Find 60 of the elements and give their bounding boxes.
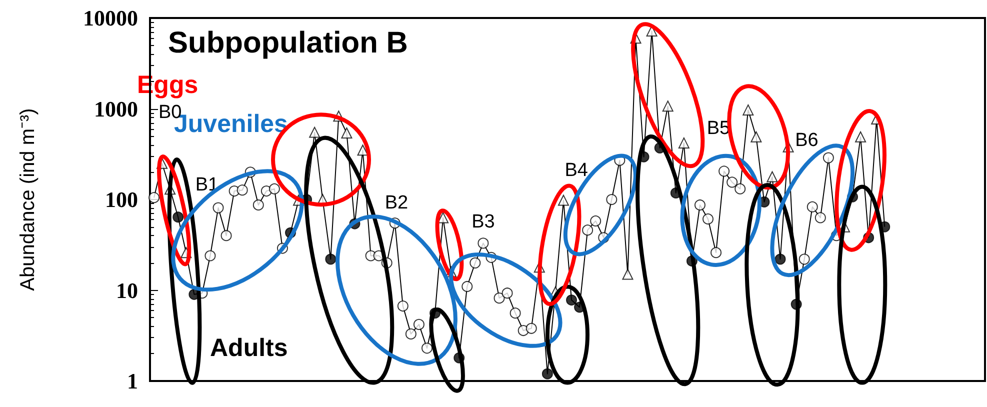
point <box>470 257 481 268</box>
point <box>526 322 537 334</box>
point <box>710 247 722 258</box>
chart-title: Subpopulation B <box>168 26 408 60</box>
point <box>268 183 280 194</box>
annotation: B4 <box>564 160 588 181</box>
point <box>405 328 416 340</box>
point <box>822 152 834 164</box>
annotation: B2 <box>384 192 408 214</box>
point <box>341 128 352 139</box>
point <box>694 199 706 210</box>
point <box>542 368 553 380</box>
point <box>814 212 826 224</box>
point <box>502 288 513 299</box>
point <box>806 201 818 212</box>
annotation: Adults <box>210 334 288 362</box>
point <box>309 126 320 138</box>
y-tick-label: 10 <box>116 278 138 303</box>
point <box>590 215 602 226</box>
point <box>413 318 424 330</box>
point <box>558 194 569 206</box>
point <box>742 104 754 116</box>
point <box>662 100 674 112</box>
point <box>678 137 690 148</box>
y-tick-label: 100 <box>105 187 138 212</box>
point <box>726 176 738 188</box>
point <box>172 212 184 223</box>
point <box>236 184 248 196</box>
point <box>148 192 160 204</box>
point <box>397 300 408 312</box>
annotation: B3 <box>472 212 495 233</box>
point <box>702 213 714 224</box>
point <box>798 254 810 265</box>
point <box>774 254 786 265</box>
point <box>478 238 489 249</box>
point <box>718 166 730 177</box>
point <box>462 280 473 292</box>
point <box>566 294 578 306</box>
y-axis-title: Abundance (ind m⁻³) <box>17 108 39 291</box>
point <box>606 194 618 205</box>
point <box>734 183 746 194</box>
y-tick-label: 1000 <box>94 96 138 122</box>
point <box>325 254 336 265</box>
point <box>204 250 216 262</box>
point <box>220 230 232 242</box>
point <box>422 342 432 354</box>
point <box>252 199 264 210</box>
point <box>357 144 368 156</box>
point <box>622 268 634 280</box>
point <box>510 308 521 319</box>
annotation: B6 <box>795 130 818 152</box>
point <box>582 224 594 236</box>
point <box>438 212 449 224</box>
y-tick-label: 10000 <box>83 6 138 30</box>
point <box>766 171 778 182</box>
y-tick-label: 1 <box>127 368 138 394</box>
point <box>750 131 762 142</box>
point <box>494 292 505 304</box>
point <box>855 131 866 142</box>
point <box>212 202 224 214</box>
